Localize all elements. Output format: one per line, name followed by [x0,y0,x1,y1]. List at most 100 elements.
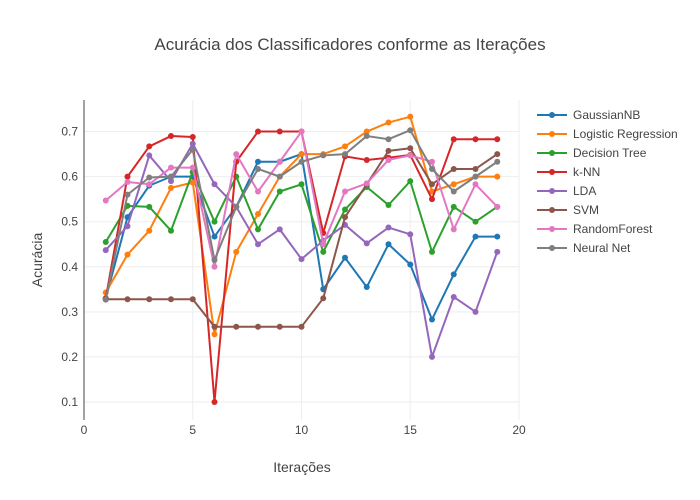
legend-label: Neural Net [573,241,631,255]
legend-label: LDA [573,184,596,198]
data-point-logistic-regression [342,143,348,150]
data-point-logistic-regression [363,128,370,135]
data-point-k-nn [255,128,261,135]
x-axis-title: Iterações [273,459,331,475]
series-neural-net [102,127,501,303]
data-point-logistic-regression [298,151,305,158]
legend-item-gaussiannb[interactable]: GaussianNB [537,108,640,122]
data-point-randomforest [124,179,131,186]
data-point-neural-net [124,191,131,198]
data-point-lda [429,353,435,360]
legend-item-decision-tree[interactable]: Decision Tree [537,146,647,160]
data-point-gaussiannb [211,233,218,240]
data-point-svm [450,165,457,172]
data-point-gaussiannb [255,158,261,165]
data-point-neural-net [255,165,261,172]
data-point-k-nn [450,136,457,143]
data-point-svm [255,323,261,330]
data-point-k-nn [189,133,196,140]
data-point-svm [407,145,414,152]
data-point-logistic-regression [211,331,218,338]
data-point-neural-net [211,257,218,263]
data-point-lda [276,226,283,233]
legend-label: Decision Tree [573,146,647,160]
data-point-svm [146,296,153,303]
data-point-randomforest [102,197,109,204]
data-point-svm [233,323,240,330]
data-point-neural-net [494,158,501,165]
data-point-lda [298,256,305,263]
data-point-randomforest [407,152,414,159]
data-point-decision-tree [211,218,218,225]
legend-swatch-marker [549,169,555,175]
data-point-neural-net [102,296,109,303]
legend-label: k-NN [573,165,600,179]
data-point-k-nn [363,156,370,163]
data-point-lda [450,293,457,300]
data-point-svm [124,296,131,303]
data-point-svm [494,151,501,158]
data-point-lda [189,140,196,147]
data-point-logistic-regression [385,119,392,126]
data-point-gaussiannb [342,254,348,261]
data-point-decision-tree [320,248,327,255]
data-point-decision-tree [146,203,153,210]
data-point-neural-net [233,203,240,210]
data-point-logistic-regression [168,184,174,191]
data-point-neural-net [363,133,370,140]
data-point-neural-net [146,174,153,181]
y-tick-label: 0.3 [61,305,78,319]
data-point-neural-net [189,146,196,153]
data-point-neural-net [429,165,435,172]
data-point-svm [211,323,218,330]
data-point-randomforest [363,180,370,187]
data-point-svm [385,147,392,154]
legend-swatch-marker [549,150,555,156]
data-point-randomforest [320,241,327,248]
data-point-svm [342,214,348,221]
data-point-k-nn [124,173,131,180]
data-point-randomforest [146,181,153,188]
data-point-lda [102,247,109,254]
legend-item-logistic-regression[interactable]: Logistic Regression [537,127,678,141]
data-point-neural-net [168,173,174,180]
legend-item-lda[interactable]: LDA [537,184,596,198]
data-point-decision-tree [255,226,261,233]
legend-item-randomforest[interactable]: RandomForest [537,222,653,236]
data-point-randomforest [298,128,305,135]
data-point-randomforest [385,156,392,163]
data-point-neural-net [342,151,348,158]
data-point-neural-net [407,127,414,134]
legend-swatch-marker [549,112,555,118]
data-point-k-nn [168,133,174,140]
data-point-svm [320,295,327,302]
data-point-logistic-regression [494,173,501,180]
legend[interactable]: GaussianNB Logistic Regression Decision Tr… [537,108,678,255]
legend-item-neural-net[interactable]: Neural Net [537,241,631,255]
data-point-gaussiannb [407,261,414,268]
legend-label: Logistic Regression [573,127,678,141]
legend-swatch-marker [549,131,555,137]
data-point-k-nn [494,136,501,143]
data-point-randomforest [276,158,283,165]
data-point-lda [494,248,501,255]
legend-item-svm[interactable]: SVM [537,203,599,217]
data-point-svm [298,323,305,330]
x-tick-label: 10 [295,423,309,437]
data-point-gaussiannb [472,233,479,240]
data-point-logistic-regression [189,179,196,186]
data-point-lda [385,224,392,231]
data-point-neural-net [450,188,457,195]
data-point-logistic-regression [146,227,153,234]
data-point-randomforest [342,188,348,195]
legend-swatch-marker [549,226,555,232]
legend-label: GaussianNB [573,108,640,122]
legend-label: RandomForest [573,222,653,236]
y-tick-label: 0.7 [61,125,78,139]
legend-label: SVM [573,203,599,217]
series-randomforest [102,128,501,270]
data-point-decision-tree [429,248,435,255]
legend-swatch-marker [549,207,555,213]
data-point-decision-tree [450,203,457,210]
legend-item-k-nn[interactable]: k-NN [537,165,600,179]
